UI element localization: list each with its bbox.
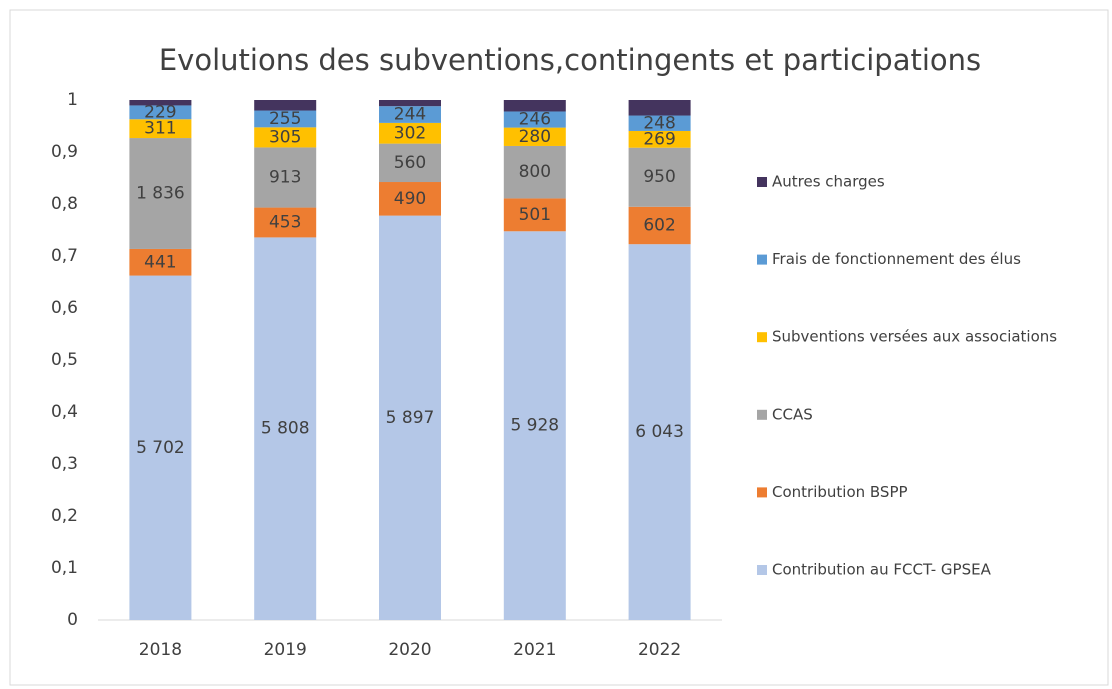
y-tick-label: 0,6 <box>51 298 78 318</box>
bar-segment <box>628 206 691 245</box>
x-tick-label: 2021 <box>513 640 556 660</box>
bar-segment <box>628 100 691 116</box>
data-label: 5 897 <box>386 408 435 428</box>
data-label: 602 <box>643 215 675 235</box>
y-tick-label: 0,1 <box>51 558 78 578</box>
y-tick-label: 0,2 <box>51 506 78 526</box>
bar-segment <box>628 130 691 148</box>
data-label: 5 808 <box>261 419 310 439</box>
bar-segment <box>129 248 192 276</box>
bar-segment <box>379 106 441 123</box>
legend-label: CCAS <box>772 405 813 423</box>
bar-segment <box>379 182 441 216</box>
legend-label: Autres charges <box>772 173 885 191</box>
data-label: 255 <box>269 109 301 129</box>
data-label: 800 <box>519 162 551 182</box>
bar-segment <box>254 237 317 620</box>
y-tick-label: 0,8 <box>51 194 78 214</box>
y-tick-label: 0 <box>67 610 78 630</box>
data-label: 244 <box>394 105 426 125</box>
data-label: 305 <box>269 127 301 147</box>
data-label: 248 <box>643 113 675 133</box>
chart-title: Evolutions des subventions,contingents e… <box>159 43 981 77</box>
data-label: 280 <box>519 127 551 147</box>
data-label: 501 <box>519 205 551 225</box>
bar-segment <box>379 122 441 144</box>
bar-segment <box>379 215 441 620</box>
data-label: 560 <box>394 153 426 173</box>
legend-swatch <box>757 565 767 575</box>
data-label: 913 <box>269 167 301 187</box>
bar-segment <box>254 147 317 208</box>
y-tick-label: 0,4 <box>51 402 78 422</box>
data-label: 453 <box>269 212 301 232</box>
data-label: 246 <box>519 110 551 130</box>
y-tick-label: 1 <box>67 90 78 110</box>
bar-segment <box>129 105 192 120</box>
data-label: 441 <box>144 252 176 272</box>
bar-segment <box>254 207 317 238</box>
x-tick-label: 2019 <box>264 640 307 660</box>
y-tick-label: 0,7 <box>51 246 78 266</box>
legend-label: Frais de fonctionnement des élus <box>772 250 1021 268</box>
bar-segment <box>379 100 441 107</box>
y-tick-label: 0,3 <box>51 454 78 474</box>
x-tick-label: 2022 <box>638 640 681 660</box>
bar-segment <box>503 100 566 112</box>
legend-swatch <box>757 487 767 498</box>
data-label: 490 <box>394 189 426 209</box>
y-tick-label: 0,5 <box>51 350 78 370</box>
data-label: 5 702 <box>136 438 185 458</box>
data-label: 1 836 <box>136 184 185 204</box>
data-label: 269 <box>643 129 675 149</box>
bar-segment <box>129 138 192 249</box>
bar-segment <box>254 110 317 128</box>
bar-segment <box>628 115 691 131</box>
y-tick-label: 0,9 <box>51 142 78 162</box>
bar-segment <box>503 231 566 620</box>
legend-label: Subventions versées aux associations <box>772 328 1057 346</box>
bar-segment <box>628 147 691 207</box>
bar-segment <box>503 198 566 232</box>
legend-label: Contribution BSPP <box>772 483 908 501</box>
data-label: 5 928 <box>510 416 559 436</box>
legend-swatch <box>757 177 767 187</box>
data-label: 311 <box>144 119 176 139</box>
bar-segment <box>129 119 192 139</box>
legend-swatch <box>757 254 767 265</box>
data-label: 229 <box>144 102 176 122</box>
bar-segment <box>503 111 566 128</box>
bar-segment <box>503 127 566 146</box>
bar-segment <box>503 145 566 199</box>
data-label: 302 <box>394 123 426 143</box>
bar-segment <box>628 244 691 620</box>
data-label: 6 043 <box>635 422 684 442</box>
legend-label: Contribution au FCCT- GPSEA <box>772 561 992 579</box>
bar-segment <box>379 143 441 183</box>
bar-segment <box>129 275 192 620</box>
bar-segment <box>129 100 192 106</box>
x-tick-label: 2018 <box>139 640 182 660</box>
bar-segment <box>254 127 317 148</box>
data-label: 950 <box>643 167 675 187</box>
legend-swatch <box>757 332 767 343</box>
bar-segment <box>254 100 317 111</box>
legend-swatch <box>757 409 767 420</box>
x-tick-label: 2020 <box>388 640 431 660</box>
